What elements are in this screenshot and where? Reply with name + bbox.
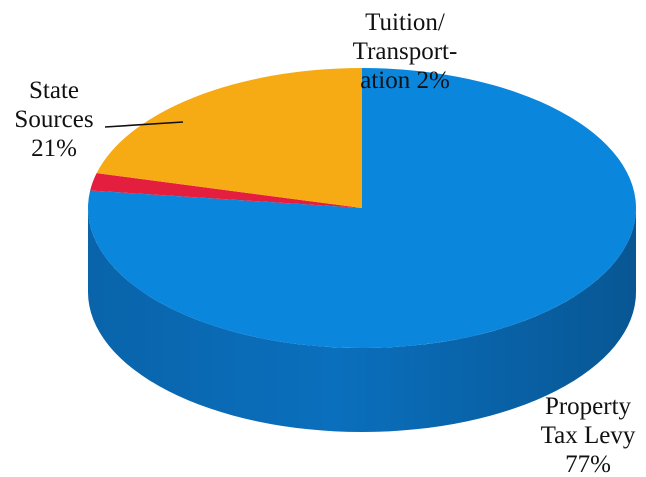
data-label-line: State xyxy=(29,77,79,104)
data-label-line: 21% xyxy=(31,135,77,162)
data-label-line: Transport- xyxy=(352,38,458,65)
pie-slice-state-sources xyxy=(96,68,362,208)
pie-side-walls xyxy=(88,208,636,432)
pie-side-shading xyxy=(88,208,636,432)
data-label-line: Tax Levy xyxy=(540,422,636,449)
data-label-line: Sources xyxy=(14,106,94,133)
pie-top-faces xyxy=(87,68,637,348)
data-label-line: ation 2% xyxy=(360,67,450,94)
data-label-state-sources: State Sources 21% xyxy=(6,76,102,163)
data-label-property-tax-levy: Property Tax Levy 77% xyxy=(532,392,644,477)
data-label-line: Tuition/ xyxy=(365,9,445,36)
pie-slice-tuition-transportation xyxy=(90,173,362,208)
state-sources-leader-line xyxy=(104,121,184,128)
data-label-line: 77% xyxy=(565,451,611,477)
data-label-line: Property xyxy=(544,393,632,420)
data-label-tuition-transportation: Tuition/ Transport- ation 2% xyxy=(330,8,480,95)
